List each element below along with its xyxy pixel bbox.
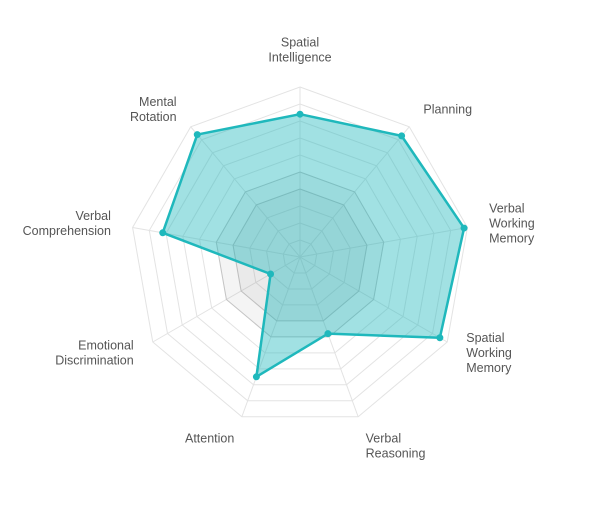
grid-spoke	[299, 226, 468, 258]
inner-band	[232, 188, 368, 322]
axis-label: Spatial Working Memory	[466, 331, 512, 375]
grid-ring	[148, 103, 452, 402]
grid-spoke	[190, 126, 301, 258]
axis-label: Planning	[423, 103, 472, 117]
axis-label: Verbal Reasoning	[366, 432, 426, 461]
axis-label: Mental Rotation	[130, 95, 177, 124]
grid-spoke	[241, 256, 301, 417]
grid-ring	[265, 222, 335, 290]
grid-ring	[199, 154, 401, 354]
grid-spoke	[152, 256, 301, 343]
data-point[interactable]	[193, 131, 201, 139]
inner-band	[215, 171, 385, 338]
grid-ring	[165, 120, 435, 386]
series-layer	[159, 110, 468, 381]
axis-label: Attention	[185, 432, 234, 446]
grid-ring	[215, 171, 385, 338]
grid-ring	[132, 86, 468, 418]
inner-bands	[215, 171, 385, 338]
grid-ring	[232, 188, 368, 322]
axis-label: Verbal Comprehension	[23, 209, 111, 238]
grid-spoke	[299, 256, 448, 343]
grid-ring	[282, 239, 318, 274]
radar-grid	[132, 86, 468, 418]
grid-spoke	[299, 126, 410, 258]
data-point[interactable]	[398, 132, 406, 140]
data-point[interactable]	[252, 373, 260, 381]
data-point[interactable]	[436, 334, 444, 342]
data-point[interactable]	[267, 270, 275, 278]
grid-ring	[249, 205, 351, 306]
axis-labels: Spatial Intelligence Planning Verbal Working…	[23, 35, 535, 460]
axis-label: Spatial Intelligence	[268, 35, 331, 64]
data-point[interactable]	[324, 330, 332, 338]
axis-label: Verbal Working Memory	[489, 201, 535, 245]
data-point[interactable]	[460, 224, 468, 232]
data-point[interactable]	[159, 229, 167, 237]
series-area	[161, 112, 466, 379]
axis-label: Emotional Discrimination	[55, 338, 134, 367]
data-point[interactable]	[296, 110, 304, 118]
grid-ring	[182, 137, 418, 370]
